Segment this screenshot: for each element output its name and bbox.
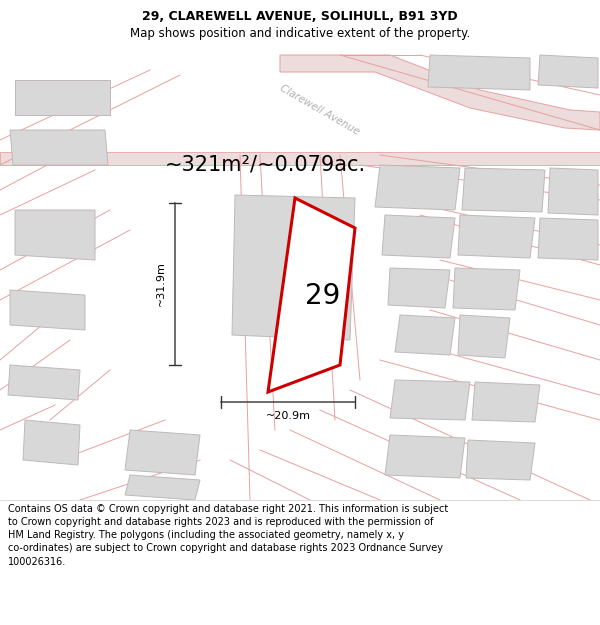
Polygon shape <box>428 55 530 90</box>
Text: ~20.9m: ~20.9m <box>265 411 311 421</box>
Polygon shape <box>268 198 355 392</box>
Polygon shape <box>390 380 470 420</box>
Polygon shape <box>385 435 465 478</box>
Polygon shape <box>458 315 510 358</box>
Polygon shape <box>382 215 455 258</box>
Text: Clarewell Avenue: Clarewell Avenue <box>278 83 362 137</box>
Polygon shape <box>125 475 200 500</box>
Polygon shape <box>538 218 598 260</box>
Text: ~321m²/~0.079ac.: ~321m²/~0.079ac. <box>165 155 366 175</box>
Polygon shape <box>453 268 520 310</box>
Text: Map shows position and indicative extent of the property.: Map shows position and indicative extent… <box>130 27 470 40</box>
Text: 29, CLAREWELL AVENUE, SOLIHULL, B91 3YD: 29, CLAREWELL AVENUE, SOLIHULL, B91 3YD <box>142 10 458 23</box>
Polygon shape <box>10 130 108 165</box>
Polygon shape <box>15 80 110 115</box>
Polygon shape <box>125 430 200 475</box>
Polygon shape <box>388 268 450 308</box>
Polygon shape <box>472 382 540 422</box>
Polygon shape <box>0 152 600 165</box>
Polygon shape <box>538 55 598 88</box>
Polygon shape <box>395 315 455 355</box>
Text: ~31.9m: ~31.9m <box>156 261 166 306</box>
Polygon shape <box>15 210 95 260</box>
Polygon shape <box>458 215 535 258</box>
Polygon shape <box>23 420 80 465</box>
Text: Contains OS data © Crown copyright and database right 2021. This information is : Contains OS data © Crown copyright and d… <box>8 504 448 566</box>
Polygon shape <box>8 365 80 400</box>
Polygon shape <box>466 440 535 480</box>
Polygon shape <box>232 195 355 340</box>
Polygon shape <box>375 165 460 210</box>
Polygon shape <box>280 55 600 130</box>
Polygon shape <box>462 168 545 212</box>
Polygon shape <box>548 168 598 215</box>
Text: 29: 29 <box>305 282 340 310</box>
Polygon shape <box>10 290 85 330</box>
